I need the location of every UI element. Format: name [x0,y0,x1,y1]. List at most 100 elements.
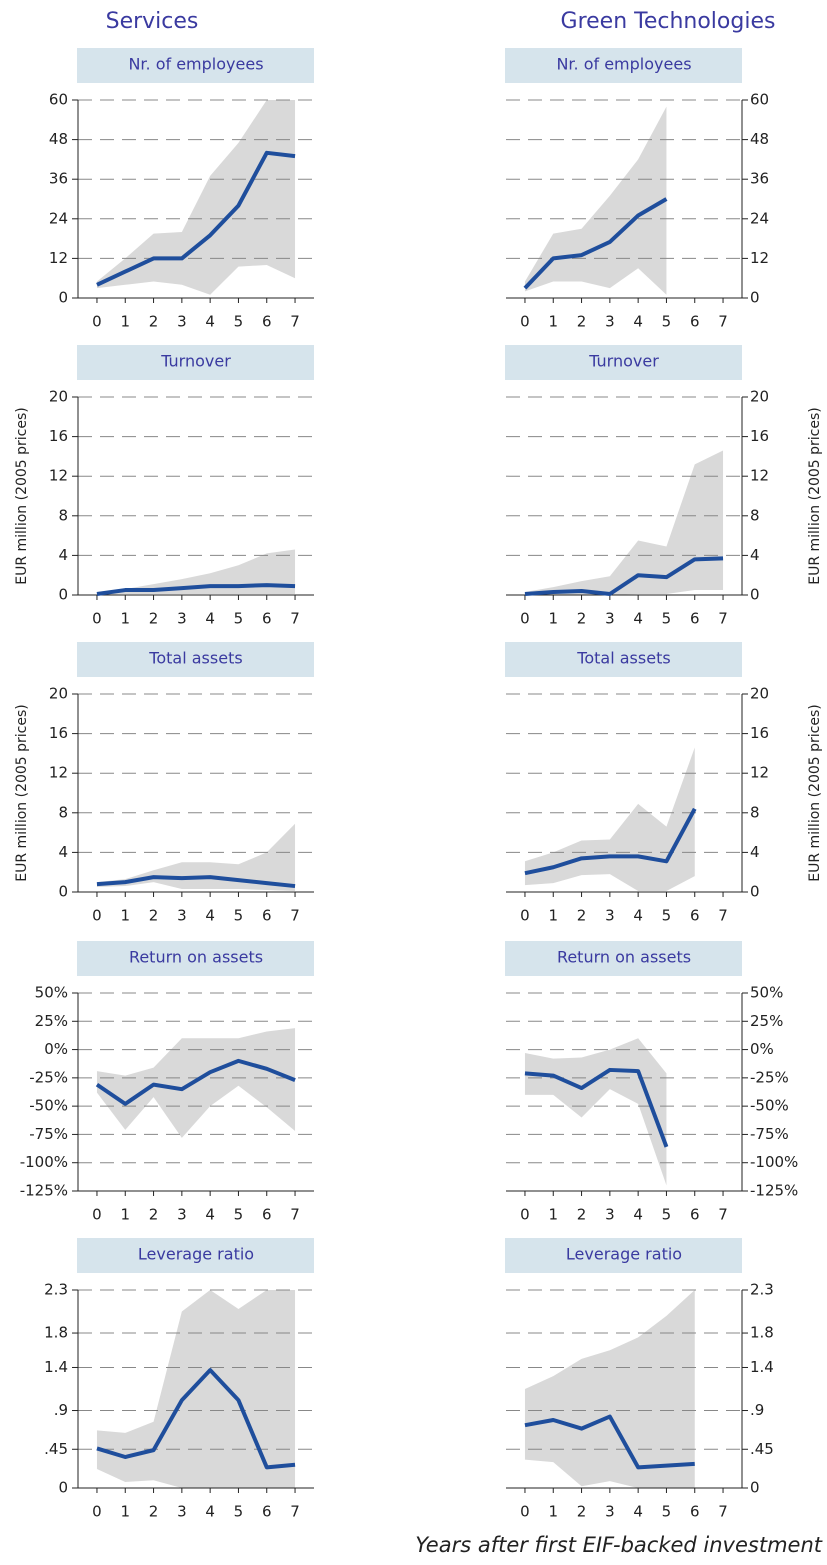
x-tick-label: 5 [234,1503,244,1521]
x-tick-label: 4 [205,907,215,925]
y-tick-label: 20 [49,388,68,406]
y-tick-label: 12 [750,467,769,485]
x-tick-label: 3 [177,907,187,925]
median-line [96,1368,296,1470]
median-line [523,197,668,290]
y-tick-label: 36 [750,170,769,188]
x-tick-label: 1 [120,1206,130,1224]
confidence-band [524,1290,695,1488]
x-tick-label: 5 [662,907,672,925]
x-tick-label: 6 [262,1503,272,1521]
x-tick-label: 4 [633,610,643,628]
x-tick-label: 7 [290,610,300,628]
x-tick-label: 6 [690,610,700,628]
y-tick-label: 0 [750,289,760,307]
y-tick-label: 50% [35,984,68,1002]
median-line [524,807,697,876]
x-tick-label: 5 [234,313,244,331]
y-tick-label: 8 [58,506,68,524]
y-tick-label: .9 [54,1401,68,1419]
x-tick-label: 2 [149,313,159,331]
x-tick-label: 5 [234,610,244,628]
x-tick-label: 0 [520,1503,530,1521]
y-tick-label: 24 [49,209,68,227]
y-tick-label: 16 [750,724,769,742]
x-tick-label: 2 [577,610,587,628]
median-line [95,1058,296,1106]
x-tick-label: 3 [177,1206,187,1224]
x-tick-label: 3 [605,313,615,331]
y-tick-label: 0 [58,586,68,604]
x-tick-label: 6 [690,1503,700,1521]
x-tick-label: 1 [548,907,558,925]
y-tick-label: 2.3 [750,1281,774,1299]
x-tick-label: 3 [177,1503,187,1521]
y-tick-label: -50% [750,1097,789,1115]
y-tick-label: -125% [20,1182,68,1200]
y-tick-label: 50% [750,984,783,1002]
x-tick-label: 6 [262,610,272,628]
y-tick-label: 36 [49,170,68,188]
y-tick-label: -50% [29,1097,68,1115]
y-tick-label: 25% [750,1012,783,1030]
confidence-band [96,1290,296,1488]
y-tick-label: 0 [750,883,760,901]
x-tick-label: 7 [290,1206,300,1224]
x-tick-label: 1 [120,610,130,628]
y-tick-label: 60 [750,91,769,109]
panel-title-box [505,345,742,380]
x-tick-label: 6 [262,313,272,331]
y-axis-label: EUR million (2005 prices) [807,407,823,585]
x-tick-label: 0 [92,1503,102,1521]
x-tick-label: 6 [690,1206,700,1224]
y-tick-label: 16 [49,427,68,445]
x-tick-label: 1 [120,313,130,331]
panel-title: Return on assets [129,948,263,967]
x-tick-label: 5 [234,907,244,925]
y-tick-label: 12 [750,764,769,782]
x-tick-label: 0 [520,907,530,925]
x-tick-label: 2 [149,610,159,628]
y-tick-label: 2.3 [44,1281,68,1299]
y-tick-label: 0 [58,1479,68,1497]
y-tick-label: 8 [750,803,760,821]
y-tick-label: 0% [750,1040,774,1058]
x-tick-label: 5 [662,610,672,628]
panel-title-box [77,345,314,380]
y-tick-label: -125% [750,1182,798,1200]
y-tick-label: 20 [750,388,769,406]
y-tick-label: 20 [750,685,769,703]
confidence-band [96,549,296,595]
x-tick-label: 2 [149,1503,159,1521]
median-line [96,150,296,287]
column-header: Green Technologies [561,9,776,34]
panel-title: Return on assets [557,948,691,967]
y-tick-label: -25% [750,1068,789,1086]
x-tick-label: 3 [605,1503,615,1521]
y-tick-label: -100% [750,1153,798,1171]
x-tick-label: 3 [177,313,187,331]
x-tick-label: 5 [662,1206,672,1224]
y-tick-label: -75% [750,1125,789,1143]
median-line [524,556,724,597]
y-tick-label: 1.4 [750,1358,774,1376]
x-tick-label: 4 [633,313,643,331]
y-tick-label: 12 [49,764,68,782]
x-tick-label: 2 [149,907,159,925]
x-tick-label: 0 [92,610,102,628]
x-tick-label: 4 [205,610,215,628]
y-tick-label: 0 [750,586,760,604]
x-tick-label: 1 [548,1503,558,1521]
y-tick-label: .45 [750,1440,774,1458]
panel-title-box [505,941,742,976]
x-tick-label: 0 [92,907,102,925]
x-tick-label: 3 [605,907,615,925]
y-tick-label: 60 [49,91,68,109]
x-tick-label: 2 [577,1503,587,1521]
panel-title-box [77,642,314,677]
x-tick-label: 4 [205,1503,215,1521]
y-tick-label: 0 [58,289,68,307]
confidence-band [524,747,695,892]
